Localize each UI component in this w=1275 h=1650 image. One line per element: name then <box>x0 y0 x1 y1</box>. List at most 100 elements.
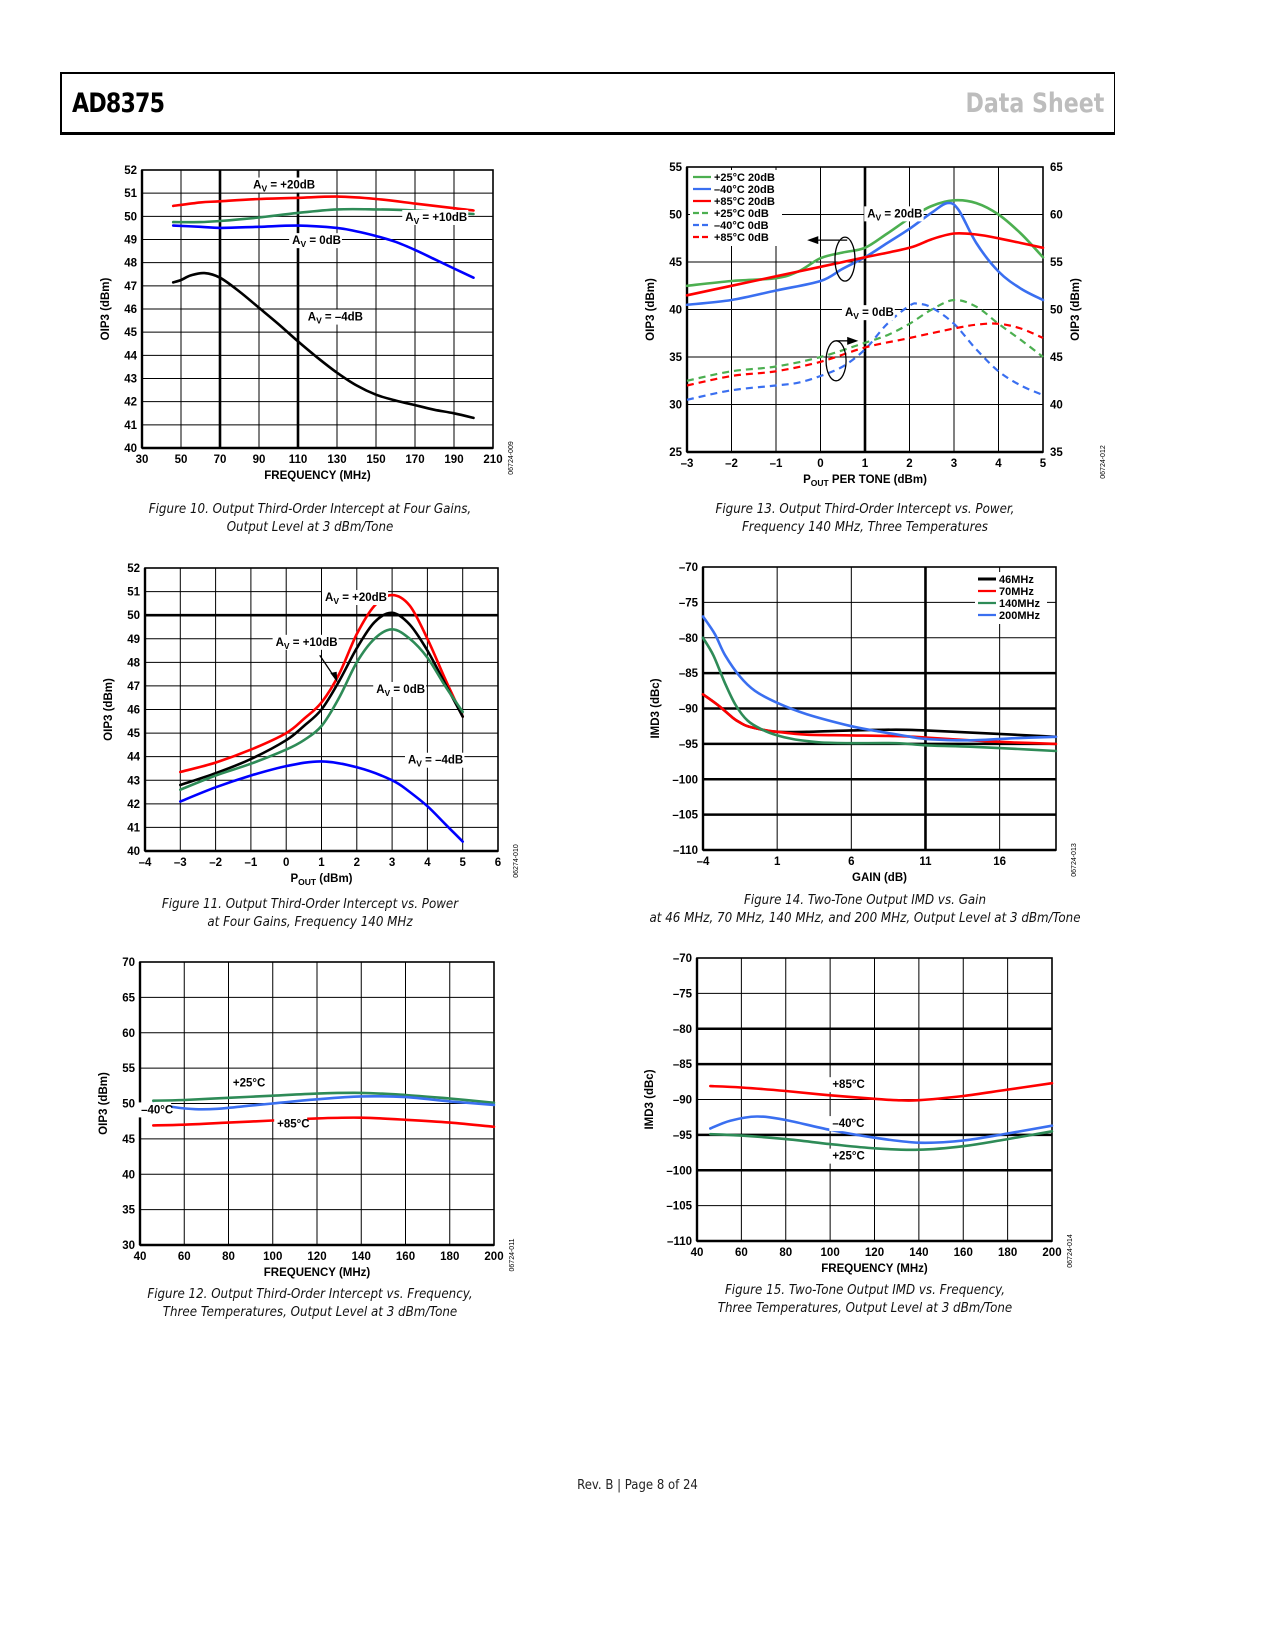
y-tick-label: 40 <box>124 443 137 455</box>
y-tick-label: –100 <box>666 1165 692 1177</box>
series-line-av-4db <box>171 271 475 420</box>
figure-15-caption-line-1: Figure 15. Two-Tone Output IMD vs. Frequ… <box>724 1282 1006 1298</box>
y-tick-label: 49 <box>127 634 140 646</box>
x-tick-label: 120 <box>307 1251 326 1263</box>
x-tick-label: –2 <box>209 857 222 869</box>
figure-11-caption-line-1: Figure 11. Output Third-Order Intercept … <box>161 896 459 912</box>
y-tick-label: 44 <box>127 752 140 764</box>
y-right-tick-label: 40 <box>1050 400 1063 412</box>
y-tick-label: 51 <box>127 587 140 599</box>
y-tick-label: 65 <box>122 992 135 1004</box>
figure-code: 06274-010 <box>513 844 520 878</box>
y-tick-label: 50 <box>124 211 137 223</box>
series-annotation: +85°C <box>277 1119 309 1131</box>
y-tick-label: –80 <box>679 633 698 645</box>
figure-10-caption-line-1: Figure 10. Output Third-Order Intercept … <box>148 501 472 517</box>
series-annotation: –40°C <box>832 1118 864 1130</box>
y-right-tick-label: 60 <box>1050 210 1063 222</box>
series-annotation: AV = –4dB <box>308 312 363 326</box>
y-axis-title: OIP3 (dBm) <box>103 678 115 741</box>
x-tick-label: –3 <box>174 857 187 869</box>
annotation-background <box>274 1116 308 1132</box>
x-tick-label: –1 <box>770 458 783 470</box>
figure-11-caption-line-2: at Four Gains, Frequency 140 MHz <box>207 914 413 930</box>
y-tick-label: –95 <box>673 1130 693 1142</box>
y-tick-label: 44 <box>124 350 137 362</box>
x-tick-label: 5 <box>1040 458 1047 470</box>
y-tick-label: 50 <box>669 210 682 222</box>
figure-10-caption-line-2: Output Level at 3 dBm/Tone <box>226 519 394 535</box>
y-tick-label: 30 <box>122 1240 135 1252</box>
y-tick-label: 40 <box>127 846 140 858</box>
series-annotation: AV = 0dB <box>376 684 425 698</box>
series-line--40-c <box>709 1115 1054 1145</box>
figure-14-caption-line-2: at 46 MHz, 70 MHz, 140 MHz, and 200 MHz,… <box>649 910 1081 926</box>
annotation-background <box>829 1077 863 1093</box>
x-tick-label: 90 <box>253 454 266 466</box>
y-tick-label: 46 <box>127 705 140 717</box>
y-axis-title: OIP3 (dBm) <box>645 278 657 341</box>
y-tick-label: 45 <box>127 728 140 740</box>
y-tick-label: –80 <box>673 1024 692 1036</box>
series-annotation: AV = +20dB <box>253 180 315 194</box>
y-axis-title: OIP3 (dBm) <box>100 278 112 341</box>
x-tick-label: 5 <box>459 857 466 869</box>
document-type: Data Sheet <box>965 88 1104 119</box>
figure-10-caption: Figure 10. Output Third-Order Intercept … <box>125 500 495 536</box>
x-tick-label: 3 <box>951 458 957 470</box>
fig14-chart: –4 1 6 11 16–110–105–100–95–90–85–80–75–70GA… <box>650 562 1078 884</box>
figure-15-caption-line-2: Three Temperatures, Output Level at 3 dB… <box>717 1300 1013 1316</box>
y-tick-label: 41 <box>124 420 137 432</box>
y-axis-title: IMD3 (dBc) <box>650 678 662 738</box>
annotation-background <box>402 209 469 225</box>
y-tick-label: 41 <box>127 822 140 834</box>
x-tick-label: 6 <box>848 856 854 868</box>
y-tick-label: –100 <box>672 774 698 786</box>
figure-15-caption: Figure 15. Two-Tone Output IMD vs. Frequ… <box>676 1281 1054 1317</box>
group-ellipse-marker <box>834 236 856 282</box>
legend-label: +85°C 20dB <box>714 196 775 208</box>
y-tick-label: 43 <box>124 374 137 386</box>
x-tick-label: 120 <box>865 1247 884 1259</box>
series-line-av-0db <box>179 628 464 791</box>
x-tick-label: 130 <box>327 454 346 466</box>
y-tick-label: –85 <box>679 668 699 680</box>
y-tick-label: 48 <box>127 657 140 669</box>
y-tick-label: 40 <box>122 1169 135 1181</box>
y-tick-label: 43 <box>127 775 140 787</box>
x-axis-title: FREQUENCY (MHz) <box>821 1263 928 1275</box>
annotation-background <box>250 177 317 193</box>
x-tick-label: 190 <box>444 454 463 466</box>
y-tick-label: 46 <box>124 304 137 316</box>
y-tick-label: –95 <box>679 739 699 751</box>
series-annotation: AV = –4dB <box>408 755 463 769</box>
y-axis-title: IMD3 (dBc) <box>644 1069 656 1129</box>
fig10-chart: 30 50 70 90 110 130 150 170 190 210 40 41 42 43 44 45 46… <box>100 165 515 482</box>
y-tick-label: –105 <box>672 810 698 822</box>
annotation-background <box>373 681 427 697</box>
x-tick-label: 70 <box>214 454 227 466</box>
x-tick-label: 180 <box>998 1247 1017 1259</box>
legend-label: +85°C 0dB <box>714 232 769 244</box>
y-tick-label: 45 <box>122 1134 135 1146</box>
y-tick-label: 52 <box>127 563 140 575</box>
x-tick-label: 3 <box>389 857 395 869</box>
legend-label: –40°C 0dB <box>714 220 769 232</box>
x-tick-label: 11 <box>919 856 932 868</box>
part-number: AD8375 <box>72 88 165 119</box>
x-tick-label: 1 <box>774 856 781 868</box>
fig13-chart: –3 –2 –1 0 1 2 3 4 52530354045505535404550556065… <box>645 162 1107 488</box>
series-line-av-20db <box>179 593 464 774</box>
annotation-background <box>229 1075 263 1091</box>
x-tick-label: 6 <box>495 857 501 869</box>
series-line--25-c-20db <box>685 198 1045 288</box>
x-tick-label: 200 <box>484 1251 503 1263</box>
y-tick-label: 35 <box>122 1205 135 1217</box>
x-tick-label: 80 <box>222 1251 235 1263</box>
x-tick-label: 80 <box>779 1247 792 1259</box>
y-tick-label: 45 <box>124 327 137 339</box>
series-line-140mhz <box>701 636 1058 753</box>
series-annotation: AV = +10dB <box>276 637 338 651</box>
y-tick-label: 40 <box>669 305 682 317</box>
x-tick-label: 140 <box>909 1247 928 1259</box>
